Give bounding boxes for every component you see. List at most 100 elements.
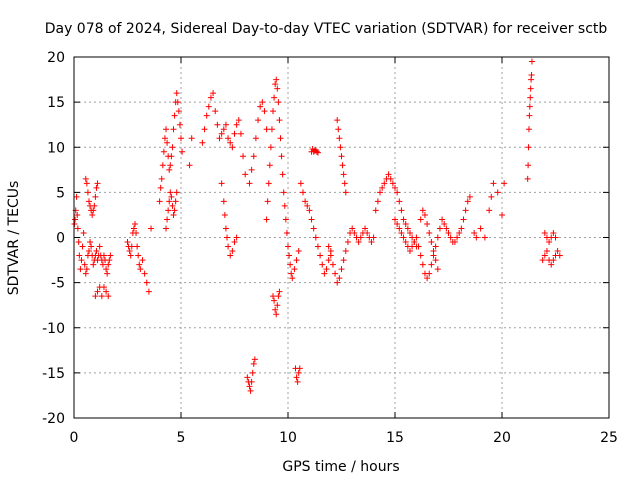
data-point [214,121,221,128]
data-point [165,207,172,214]
data-point [170,211,177,218]
data-point [286,252,293,259]
x-tick-label: 5 [177,430,186,446]
data-point [163,126,170,133]
data-point [271,94,278,101]
data-point [454,234,461,241]
data-point [257,103,264,110]
data-point [247,387,254,394]
data-point [302,198,309,205]
data-point [130,225,137,232]
data-point [124,239,131,246]
data-point [145,288,152,295]
data-point [128,243,135,250]
data-point [93,184,100,191]
data-point [174,99,181,106]
data-point [344,239,351,246]
data-point [275,293,282,300]
data-point [188,135,195,142]
data-point [94,288,101,295]
data-point [271,297,278,304]
data-point [136,261,143,268]
data-point [349,225,356,232]
chart-title: Day 078 of 2024, Sidereal Day-to-day VTE… [45,21,608,37]
data-point [179,148,186,155]
data-point [294,378,301,385]
data-point [135,252,142,259]
x-tick-label: 25 [600,430,618,446]
data-point [486,207,493,214]
data-point [541,252,548,259]
data-point [242,171,249,178]
data-point [325,243,332,250]
data-point [525,126,532,133]
data-point [82,175,89,182]
data-point [297,180,304,187]
data-point [299,189,306,196]
data-point [166,198,173,205]
data-point [266,162,273,169]
data-point [340,257,347,264]
data-point [263,216,270,223]
data-point [85,198,92,205]
data-point [207,94,214,101]
data-point [392,216,398,223]
data-point [168,193,175,200]
data-point [272,306,279,313]
data-point [225,135,232,142]
data-point [203,112,210,119]
data-point [233,121,240,128]
data-point [270,293,277,300]
data-point [336,135,343,142]
data-point [387,175,394,182]
data-point [462,207,469,214]
data-point [357,234,364,241]
data-point [276,288,283,295]
data-point [295,369,302,376]
data-point [426,229,433,236]
data-point [291,266,298,273]
data-point [85,248,92,255]
data-point [137,266,144,273]
data-point [229,248,236,255]
data-point [73,193,80,200]
data-point [93,248,100,255]
data-point [439,216,446,223]
data-point [103,288,110,295]
data-point [355,239,362,246]
data-point [218,180,225,187]
data-point [404,225,411,232]
data-point [460,216,467,223]
data-point [426,270,433,277]
data-point [321,270,328,277]
data-point [398,229,405,236]
data-point [220,126,227,133]
data-point [259,99,266,106]
data-point [255,117,262,124]
data-point [413,234,420,241]
data-point [88,243,95,250]
data-point [157,184,164,191]
x-tick-label: 15 [386,430,404,446]
data-point [161,135,168,142]
data-point [212,108,219,115]
data-point [100,284,107,291]
data-point [277,135,284,142]
data-point [94,180,101,187]
data-point [156,198,163,205]
data-point [394,189,401,196]
data-point [231,239,238,246]
data-point [263,126,270,133]
data-point [280,189,287,196]
data-point [527,85,534,92]
data-point [104,270,111,277]
data-point [314,149,321,156]
data-point [428,239,435,246]
data-point [237,130,244,137]
data-point [285,243,291,250]
data-point [278,153,285,160]
data-point [499,211,505,218]
data-point [210,90,217,97]
data-point [248,378,255,385]
data-point [466,193,473,200]
